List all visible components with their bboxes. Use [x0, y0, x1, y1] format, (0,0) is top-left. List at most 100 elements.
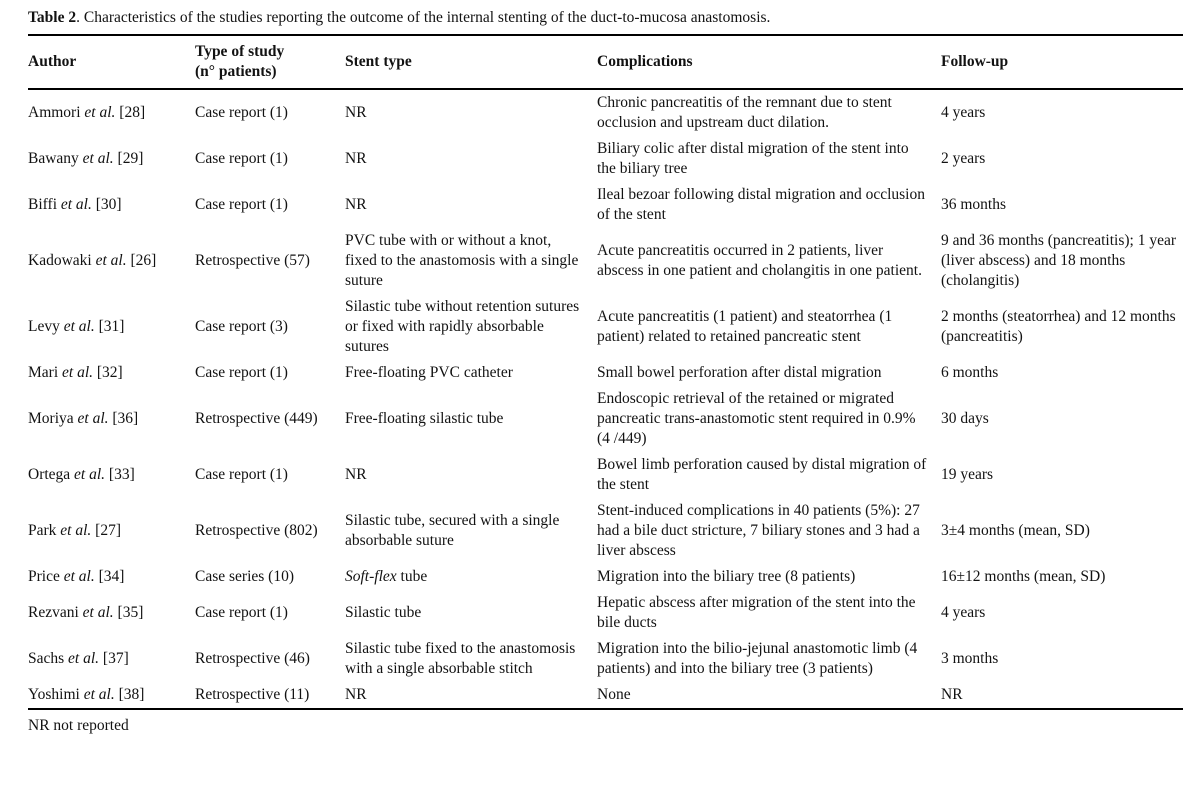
cell-followup: 19 years	[941, 466, 994, 483]
author-etal: et al.	[80, 104, 120, 121]
cell-study: Case report (3)	[195, 318, 288, 335]
author-name: Bawany	[28, 150, 79, 167]
table-row: Sachs et al. [37] Retrospective (46) Sil…	[28, 636, 1183, 682]
table-row: Yoshimi et al. [38] Retrospective (11) N…	[28, 682, 1183, 710]
author-ref: [36]	[112, 410, 139, 427]
table-caption-number: Table 2	[28, 9, 77, 26]
cell-complications: Hepatic abscess after migration of the s…	[597, 594, 916, 631]
author-name: Rezvani	[28, 604, 79, 621]
cell-author: Park et al. [27]	[28, 498, 195, 564]
author-ref: [37]	[102, 650, 129, 667]
cell-followup: 6 months	[941, 364, 999, 381]
author-name: Biffi	[28, 196, 57, 213]
author-etal: et al.	[79, 686, 119, 703]
author-ref: [31]	[98, 318, 125, 335]
cell-followup: 4 years	[941, 104, 986, 121]
cell-stent: NR	[345, 682, 597, 710]
cell-stent: Soft-flex tube	[345, 564, 597, 590]
cell-study: Retrospective (11)	[195, 682, 345, 710]
cell-study: Case report (1)	[195, 466, 288, 483]
cell-author: Bawany et al. [29]	[28, 136, 195, 182]
table-caption: Table 2. Characteristics of the studies …	[28, 7, 1183, 28]
cell-stent: Silastic tube	[345, 590, 597, 636]
author-name: Kadowaki	[28, 252, 92, 269]
stent-text: NR	[345, 196, 367, 213]
table-row: Moriya et al. [36] Retrospective (449) F…	[28, 386, 1183, 452]
cell-stent: Free-floating silastic tube	[345, 386, 597, 452]
table-row: Park et al. [27] Retrospective (802) Sil…	[28, 498, 1183, 564]
stent-text: PVC tube with or without a knot, fixed t…	[345, 232, 579, 289]
stent-text: tube	[396, 568, 428, 585]
cell-complications: Chronic pancreatitis of the remnant due …	[597, 94, 892, 131]
author-ref: [30]	[95, 196, 122, 213]
cell-followup: 4 years	[941, 604, 986, 621]
table-caption-text: . Characteristics of the studies reporti…	[76, 9, 771, 26]
author-name: Yoshimi	[28, 686, 80, 703]
cell-stent: NR	[345, 89, 597, 136]
table-row: Price et al. [34] Case series (10) Soft-…	[28, 564, 1183, 590]
cell-complications: Stent-induced complications in 40 patien…	[597, 502, 920, 559]
cell-author: Biffi et al. [30]	[28, 182, 195, 228]
table-row: Mari et al. [32] Case report (1) Free-fl…	[28, 360, 1183, 386]
stent-text: Free-floating silastic tube	[345, 410, 504, 427]
cell-study: Case report (1)	[195, 604, 288, 621]
cell-stent: Silastic tube fixed to the anastomosis w…	[345, 636, 597, 682]
stent-text: Silastic tube fixed to the anastomosis w…	[345, 640, 576, 677]
cell-complications: Acute pancreatitis (1 patient) and steat…	[597, 308, 893, 345]
cell-study: Case report (1)	[195, 150, 288, 167]
cell-stent: Silastic tube without retention sutures …	[345, 294, 597, 360]
cell-study: Case report (1)	[195, 196, 288, 213]
cell-stent: Silastic tube, secured with a single abs…	[345, 498, 597, 564]
cell-author: Ortega et al. [33]	[28, 452, 195, 498]
col-header-study-line1: Type of study	[195, 43, 285, 60]
stent-italic: Soft-flex	[345, 568, 397, 585]
stent-text: NR	[345, 686, 367, 703]
author-etal: et al.	[59, 568, 99, 585]
author-name: Moriya	[28, 410, 74, 427]
cell-complications: None	[597, 682, 941, 710]
cell-study: Case report (1)	[195, 104, 288, 121]
cell-study: Retrospective (449)	[195, 410, 318, 427]
author-name: Price	[28, 568, 60, 585]
cell-complications: Small bowel perforation after distal mig…	[597, 364, 882, 381]
stent-text: Silastic tube	[345, 604, 422, 621]
cell-complications: Bowel limb perforation caused by distal …	[597, 456, 927, 493]
author-name: Ortega	[28, 466, 71, 483]
col-header-study-line2: (n° patients)	[195, 63, 277, 80]
author-ref: [35]	[117, 604, 144, 621]
table-row: Biffi et al. [30] Case report (1) NR Ile…	[28, 182, 1183, 228]
author-etal: et al.	[78, 150, 118, 167]
cell-study: Case report (1)	[195, 364, 288, 381]
cell-stent: PVC tube with or without a knot, fixed t…	[345, 228, 597, 294]
cell-study: Case series (10)	[195, 568, 294, 585]
cell-followup: 3±4 months (mean, SD)	[941, 522, 1090, 539]
cell-author: Sachs et al. [37]	[28, 636, 195, 682]
cell-followup: 3 months	[941, 650, 999, 667]
table-row: Bawany et al. [29] Case report (1) NR Bi…	[28, 136, 1183, 182]
col-header-followup: Follow-up	[941, 35, 1183, 90]
stent-text: NR	[345, 466, 367, 483]
cell-stent: NR	[345, 182, 597, 228]
cell-complications: Migration into the biliary tree (8 patie…	[597, 568, 856, 585]
table-row: Ortega et al. [33] Case report (1) NR Bo…	[28, 452, 1183, 498]
cell-stent: NR	[345, 136, 597, 182]
cell-followup: 2 years	[941, 150, 986, 167]
stent-text: NR	[345, 104, 367, 121]
cell-study: Retrospective (802)	[195, 522, 318, 539]
author-etal: et al.	[56, 522, 96, 539]
author-ref: [33]	[108, 466, 135, 483]
author-etal: et al.	[78, 604, 118, 621]
author-ref: [38]	[118, 686, 145, 703]
author-name: Levy	[28, 318, 60, 335]
cell-author: Rezvani et al. [35]	[28, 590, 195, 636]
cell-complications: Ileal bezoar following distal migration …	[597, 186, 925, 223]
author-ref: [27]	[95, 522, 121, 539]
stent-text: NR	[345, 150, 367, 167]
author-etal: et al.	[57, 196, 96, 213]
author-ref: [29]	[117, 150, 144, 167]
cell-followup: 2 months (steatorrhea) and 12 months (pa…	[941, 308, 1176, 345]
cell-stent: NR	[345, 452, 597, 498]
author-name: Park	[28, 522, 57, 539]
author-ref: [28]	[119, 104, 146, 121]
